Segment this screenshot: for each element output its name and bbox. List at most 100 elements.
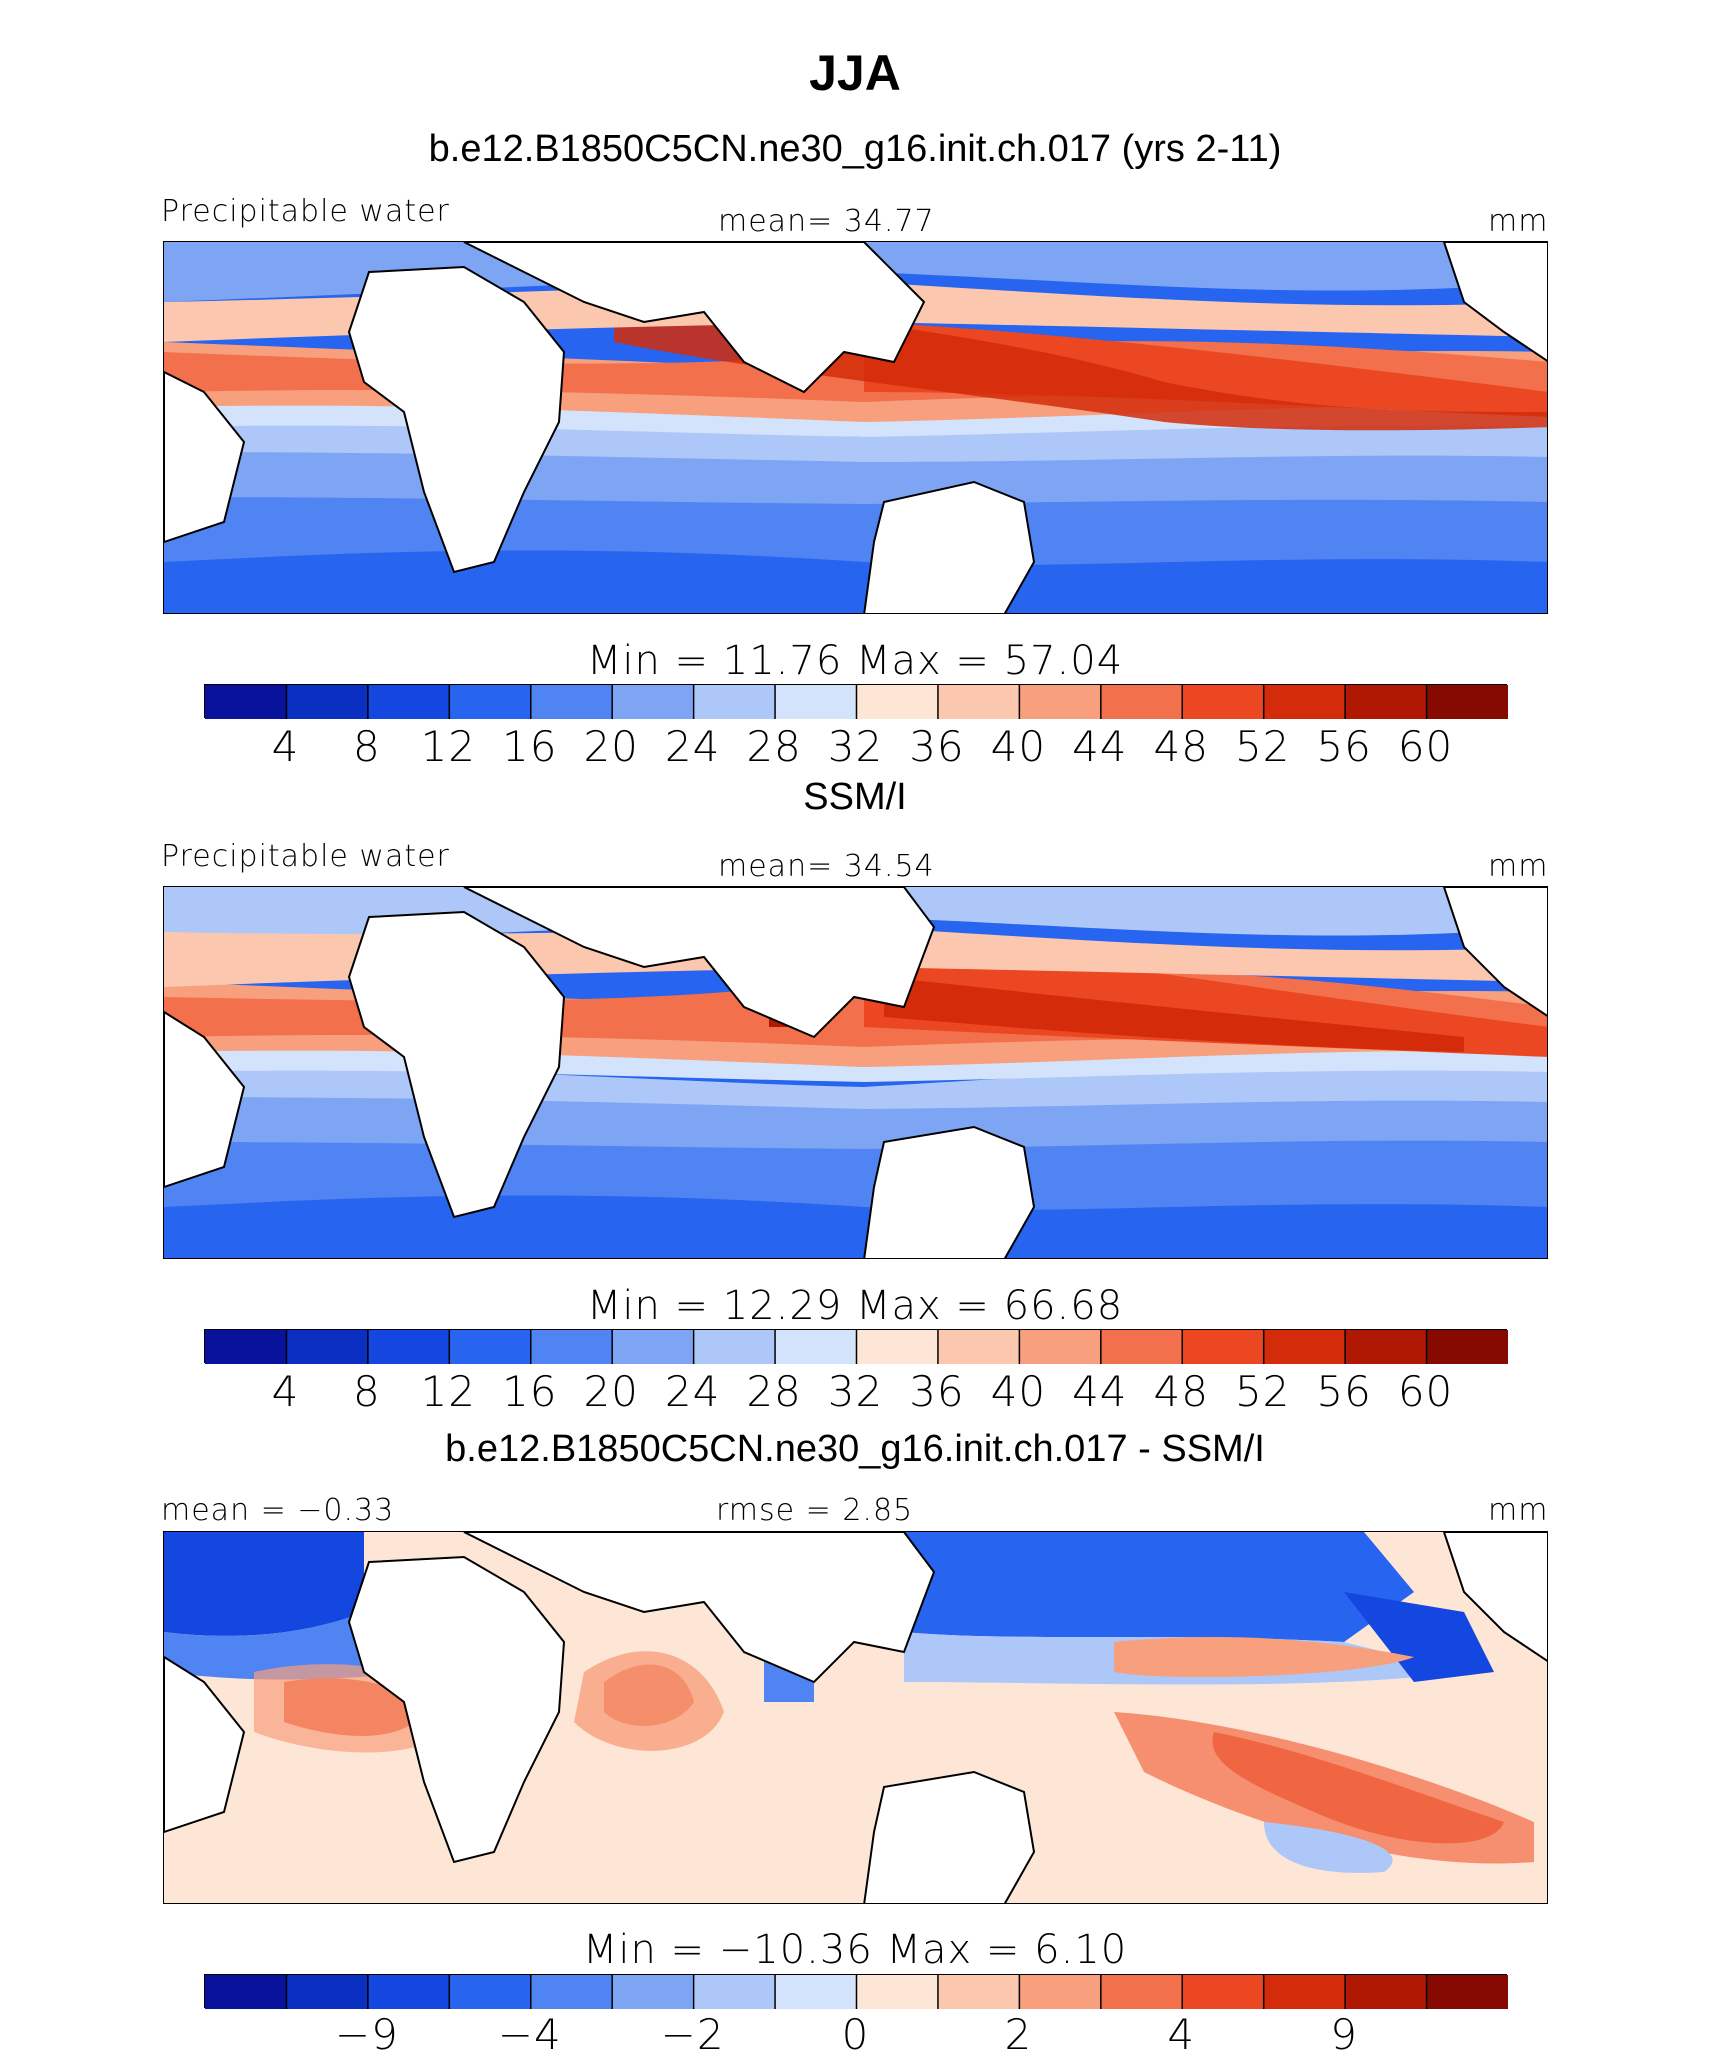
p3-band-npac-blue — [904, 1532, 1414, 1642]
colorbar-swatch-1 — [205, 1330, 287, 1364]
colorbar-tick-label: −4 — [497, 2010, 562, 2059]
colorbar-swatch-7 — [693, 1975, 776, 2009]
colorbar-swatch-12 — [1100, 1975, 1183, 2009]
colorbar-tick-label: 44 — [1072, 722, 1128, 771]
panel-1-field-label: Precipitable water — [161, 194, 450, 229]
colorbar-tick-label: 40 — [990, 1367, 1047, 1416]
colorbar-swatch-2 — [286, 1330, 369, 1364]
colorbar-swatch-9 — [856, 1975, 939, 2009]
colorbar-swatch-16 — [1426, 1975, 1508, 2009]
colorbar-tick-label: 4 — [271, 1367, 300, 1416]
p2-land-asia — [463, 887, 936, 1039]
colorbar-swatch-12 — [1100, 1330, 1183, 1364]
p2-land-sa-west — [164, 1010, 246, 1189]
colorbar-tick-label: 32 — [827, 722, 884, 771]
panel-2-map — [163, 886, 1548, 1259]
colorbar-tick-label: 0 — [841, 2010, 870, 2059]
colorbar-tick-label: 48 — [1153, 1367, 1209, 1416]
colorbar-swatch-16 — [1426, 1330, 1508, 1364]
colorbar-tick-label: 16 — [502, 722, 558, 771]
colorbar-tick-label: 20 — [583, 722, 639, 771]
colorbar-tick-label: 56 — [1316, 722, 1372, 771]
colorbar-swatch-6 — [612, 1975, 695, 2009]
p2-land-americas — [1442, 887, 1547, 1017]
colorbar-tick-label: 32 — [827, 1367, 884, 1416]
colorbar-tick-label: 16 — [502, 1367, 558, 1416]
colorbar-swatch-4 — [449, 1975, 532, 2009]
colorbar-tick-label: 36 — [909, 1367, 965, 1416]
colorbar-swatch-8 — [775, 685, 857, 719]
colorbar-swatch-15 — [1345, 685, 1428, 719]
colorbar-tick-label: 24 — [664, 1367, 721, 1416]
colorbar-swatch-5 — [530, 1330, 613, 1364]
p2-land-africa — [347, 910, 566, 1219]
panel-1-colorbar-swatches — [205, 685, 1508, 719]
panel-3-map — [163, 1531, 1548, 1904]
panel-3-min-max: Min = −10.36 Max = 6.10 — [582, 1927, 1128, 1973]
panel-1-heading: b.e12.B1850C5CN.ne30_g16.init.ch.017 (yr… — [428, 128, 1282, 170]
colorbar-tick-label: 24 — [664, 722, 721, 771]
colorbar-swatch-3 — [367, 685, 450, 719]
panel-2-mean-label: mean= 34.54 — [718, 849, 935, 884]
colorbar-swatch-5 — [530, 685, 613, 719]
colorbar-swatch-8 — [775, 1975, 857, 2009]
colorbar-swatch-2 — [286, 685, 369, 719]
colorbar-swatch-13 — [1182, 685, 1265, 719]
main-title: JJA — [809, 45, 901, 101]
colorbar-tick-label: 8 — [353, 1367, 381, 1416]
colorbar-tick-label: −9 — [334, 2010, 399, 2059]
colorbar-tick-label: 12 — [420, 1367, 477, 1416]
colorbar-tick-label: 40 — [990, 722, 1047, 771]
colorbar-tick-label: 44 — [1072, 1367, 1128, 1416]
p1-land-asia — [463, 242, 926, 394]
colorbar-swatch-8 — [775, 1330, 857, 1364]
colorbar-tick-label: 9 — [1330, 2010, 1358, 2059]
colorbar-tick-label: 28 — [746, 1367, 802, 1416]
colorbar-swatch-2 — [286, 1975, 369, 2009]
colorbar-swatch-11 — [1019, 1975, 1102, 2009]
colorbar-tick-label: 4 — [1167, 2010, 1196, 2059]
colorbar-tick-label: 2 — [1004, 2010, 1033, 2059]
colorbar-swatch-4 — [449, 685, 532, 719]
colorbar-swatch-10 — [937, 685, 1020, 719]
panel-2-heading: SSM/I — [803, 776, 907, 818]
colorbar-swatch-5 — [530, 1975, 613, 2009]
panel-3-rmse-label: rmse = 2.85 — [716, 1493, 914, 1528]
panel-1-mean-label: mean= 34.77 — [718, 204, 935, 239]
colorbar-tick-label: 52 — [1234, 1367, 1291, 1416]
p3-land-sa-west — [164, 1655, 246, 1834]
p3-land-asia — [463, 1532, 936, 1684]
colorbar-swatch-11 — [1019, 1330, 1102, 1364]
colorbar-swatch-16 — [1426, 685, 1508, 719]
colorbar-swatch-11 — [1019, 685, 1102, 719]
panel-3-mean-label: mean = −0.33 — [161, 1493, 395, 1528]
colorbar-swatch-1 — [205, 1975, 287, 2009]
colorbar-swatch-6 — [612, 685, 695, 719]
colorbar-swatch-12 — [1100, 685, 1183, 719]
colorbar-swatch-10 — [937, 1975, 1020, 2009]
colorbar-swatch-9 — [856, 685, 939, 719]
colorbar-swatch-1 — [205, 685, 287, 719]
panel-2-colorbar-ticks: 4 8 12 16 20 24 28 32 36 40 44 48 52 56 60 — [0, 1367, 1710, 1417]
colorbar-swatch-9 — [856, 1330, 939, 1364]
p1-land-africa — [347, 265, 566, 574]
colorbar-tick-label: −2 — [660, 2010, 725, 2059]
p3-band-pac-mid — [1114, 1637, 1414, 1677]
colorbar-swatch-7 — [693, 685, 776, 719]
colorbar-tick-label: 8 — [353, 722, 381, 771]
p2-land-australia — [863, 1125, 1036, 1258]
panel-2-colorbar-swatches — [205, 1330, 1508, 1364]
colorbar-tick-label: 36 — [909, 722, 965, 771]
panel-3-unit: mm — [1488, 1493, 1549, 1528]
colorbar-swatch-13 — [1182, 1330, 1265, 1364]
panel-2-field-plot — [164, 887, 1547, 1258]
colorbar-tick-label: 60 — [1397, 722, 1454, 771]
colorbar-tick-label: 4 — [271, 722, 300, 771]
panel-1-unit: mm — [1488, 204, 1549, 239]
colorbar-tick-label: 20 — [583, 1367, 639, 1416]
p1-land-americas — [1442, 242, 1547, 362]
p3-band-nw-blue — [164, 1532, 364, 1636]
panel-2-colorbar — [204, 1329, 1508, 1364]
colorbar-swatch-3 — [367, 1330, 450, 1364]
colorbar-tick-label: 48 — [1153, 722, 1209, 771]
